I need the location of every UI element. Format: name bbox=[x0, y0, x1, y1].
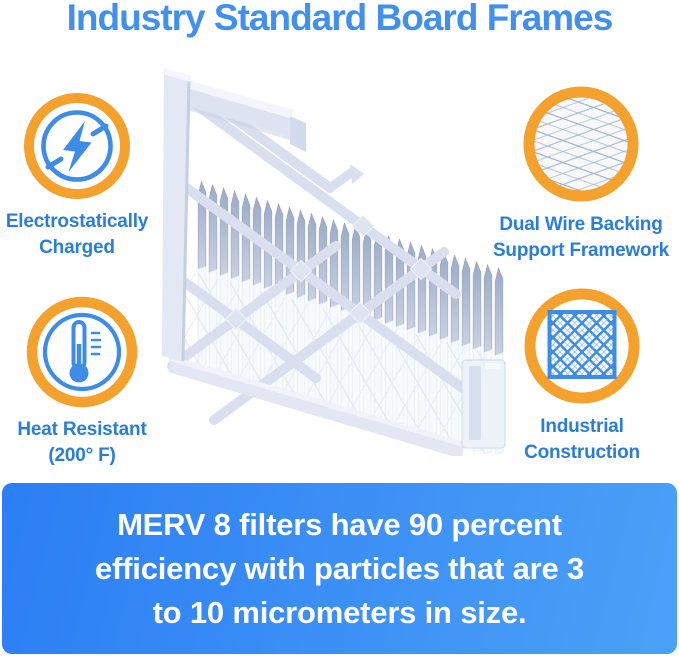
feature-dual-wire-backing: Dual Wire Backing Support Framework bbox=[483, 85, 679, 264]
feature-electrostatically-charged: Electrostatically Charged bbox=[2, 92, 152, 261]
label-line: Industrial bbox=[540, 416, 624, 437]
banner-line: MERV 8 filters have 90 percent bbox=[117, 506, 562, 542]
feature-industrial-construction: Industrial Construction bbox=[487, 287, 677, 466]
page-title: Industry Standard Board Frames bbox=[66, 0, 614, 38]
label-line: Heat Resistant bbox=[17, 419, 147, 440]
merv-info-banner: MERV 8 filters have 90 percent efficienc… bbox=[2, 483, 677, 654]
wire-mesh-photo-icon bbox=[522, 85, 640, 203]
feature-label: Industrial Construction bbox=[487, 414, 677, 466]
orange-ring bbox=[524, 288, 640, 404]
lightning-bolt-icon bbox=[23, 92, 131, 200]
label-line: Dual Wire Backing bbox=[499, 214, 663, 235]
frame-lattice-straps bbox=[163, 81, 491, 425]
grid-lattice-icon bbox=[523, 287, 641, 405]
label-line: Electrostatically bbox=[5, 211, 149, 232]
frame-bottom-rail bbox=[168, 356, 464, 459]
frame-left-rail bbox=[162, 68, 192, 362]
frame-top-rail bbox=[166, 74, 306, 152]
banner-text: MERV 8 filters have 90 percent efficienc… bbox=[95, 503, 584, 635]
air-filter-product-image bbox=[156, 60, 512, 459]
feature-label: Electrostatically Charged bbox=[2, 209, 152, 261]
orange-ring bbox=[26, 296, 138, 408]
banner-line: to 10 micrometers in size. bbox=[152, 594, 527, 630]
feature-label: Heat Resistant (200° F) bbox=[7, 417, 157, 469]
label-line: Charged bbox=[39, 237, 115, 258]
label-line: Construction bbox=[524, 442, 640, 463]
feature-heat-resistant: Heat Resistant (200° F) bbox=[7, 296, 157, 469]
label-line: Support Framework bbox=[492, 240, 670, 261]
frame-right-channel bbox=[461, 359, 506, 449]
banner-line: efficiency with particles that are 3 bbox=[95, 550, 584, 586]
orange-ring bbox=[24, 93, 130, 199]
label-line: (200° F) bbox=[48, 445, 116, 466]
orange-ring bbox=[523, 86, 639, 202]
feature-label: Dual Wire Backing Support Framework bbox=[483, 212, 679, 264]
thermometer-icon bbox=[26, 296, 138, 408]
